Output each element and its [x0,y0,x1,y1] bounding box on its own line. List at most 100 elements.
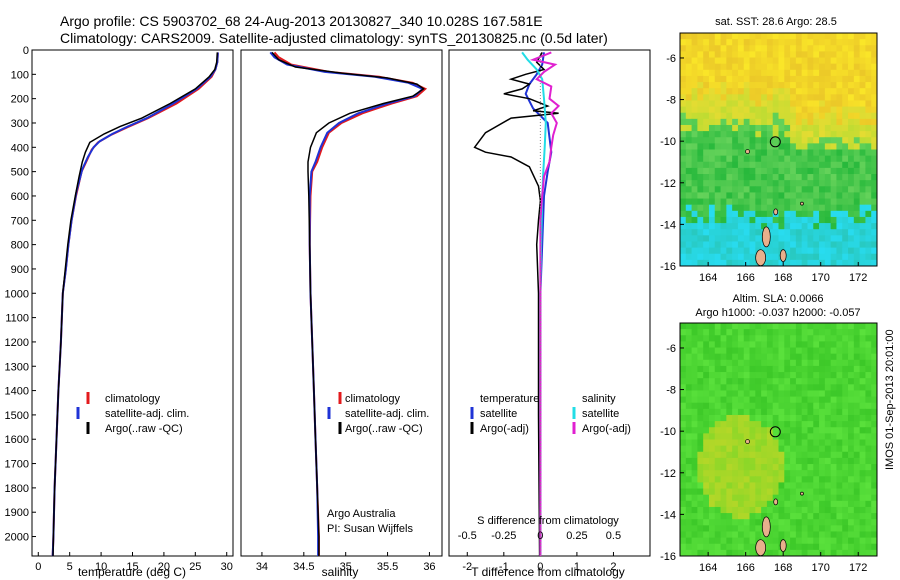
map-cell [865,124,872,132]
map-cell [807,378,814,385]
map-cell [772,124,779,132]
map-cell [697,421,704,428]
map-cell [830,506,837,514]
map-cell [732,378,739,385]
island [800,201,804,206]
map-cell [766,45,774,52]
map-cell [859,421,866,428]
map-cell [732,143,739,150]
map-cell [749,513,756,520]
map-cell [830,543,837,551]
series-line-salinity-argo-adj- [529,51,561,556]
map-cell [743,525,751,532]
map-cell [691,378,698,385]
map-cell [824,69,832,77]
x-tick-label: -1 [499,561,509,573]
map-cell [801,88,808,95]
map-cell [836,329,843,336]
map-cell [853,51,861,59]
map-cell [703,457,710,465]
map-cell [842,427,849,434]
map-y-tick-label: -12 [660,468,676,480]
map-cell [726,100,733,108]
map-cell [714,63,722,71]
map-cell [801,174,808,181]
map-cell [737,341,745,349]
map-cell [790,323,797,330]
map-cell [824,359,832,367]
map-cell [819,39,826,46]
map-cell [714,253,722,261]
map-cell [859,253,866,261]
map-cell [871,137,878,144]
map-cell [795,82,803,89]
map-cell [732,100,739,108]
map-cell [795,241,803,249]
map-cell [772,161,779,169]
map-cell [842,482,849,490]
map-cell [685,494,693,502]
map-cell [865,45,872,52]
map-cell [697,69,704,77]
map-cell [859,402,866,410]
map-cell [871,519,878,526]
map-cell [755,414,762,422]
map-cell [871,57,878,65]
map-cell [778,94,785,101]
map-x-tick-label: 168 [774,272,792,284]
map-cell [871,378,878,385]
map-cell [842,149,849,157]
map-cell [848,57,855,65]
map-cell [766,457,774,465]
map-cell [778,329,785,336]
map-cell [830,329,837,336]
map-cell [703,427,710,434]
map-cell [848,384,855,391]
map-cell [737,543,745,551]
map-cell [824,408,832,416]
map-cell [830,180,837,187]
map-cell [761,378,768,385]
map-cell [784,253,791,261]
map-cell [871,88,878,95]
map-cell [726,476,733,483]
map-cell [848,335,855,342]
map-cell [784,112,791,120]
map-cell [772,39,779,46]
map-cell [795,75,803,83]
map-cell [795,488,803,496]
map-cell [755,100,762,108]
map-cell [836,372,843,379]
map-cell [778,347,785,355]
map-cell [766,549,774,557]
map-cell [761,180,768,187]
map-cell [708,229,716,236]
map-cell [824,372,832,379]
map-cell [778,482,785,490]
map-cell [691,323,698,330]
map-cell [871,506,878,514]
map-cell [784,500,791,508]
map-cell [732,433,739,440]
map-cell [853,433,861,440]
map-cell [813,359,820,367]
map-cell [761,500,768,508]
map-cell [871,421,878,428]
map-cell [737,33,745,40]
map-cell [819,353,826,361]
map-cell [819,439,826,447]
map-cell [766,88,774,95]
map-cell [842,549,849,557]
map-cell [714,69,722,77]
map-cell [766,476,774,483]
map-cell [784,519,791,526]
map-cell [714,513,722,520]
map-cell [772,476,779,483]
map-cell [749,149,756,157]
map-cell [824,470,832,477]
map-cell [680,88,687,95]
map-cell [685,235,693,242]
map-cell [685,124,693,132]
map-cell [819,384,826,391]
map-x-tick-label: 166 [736,272,754,284]
